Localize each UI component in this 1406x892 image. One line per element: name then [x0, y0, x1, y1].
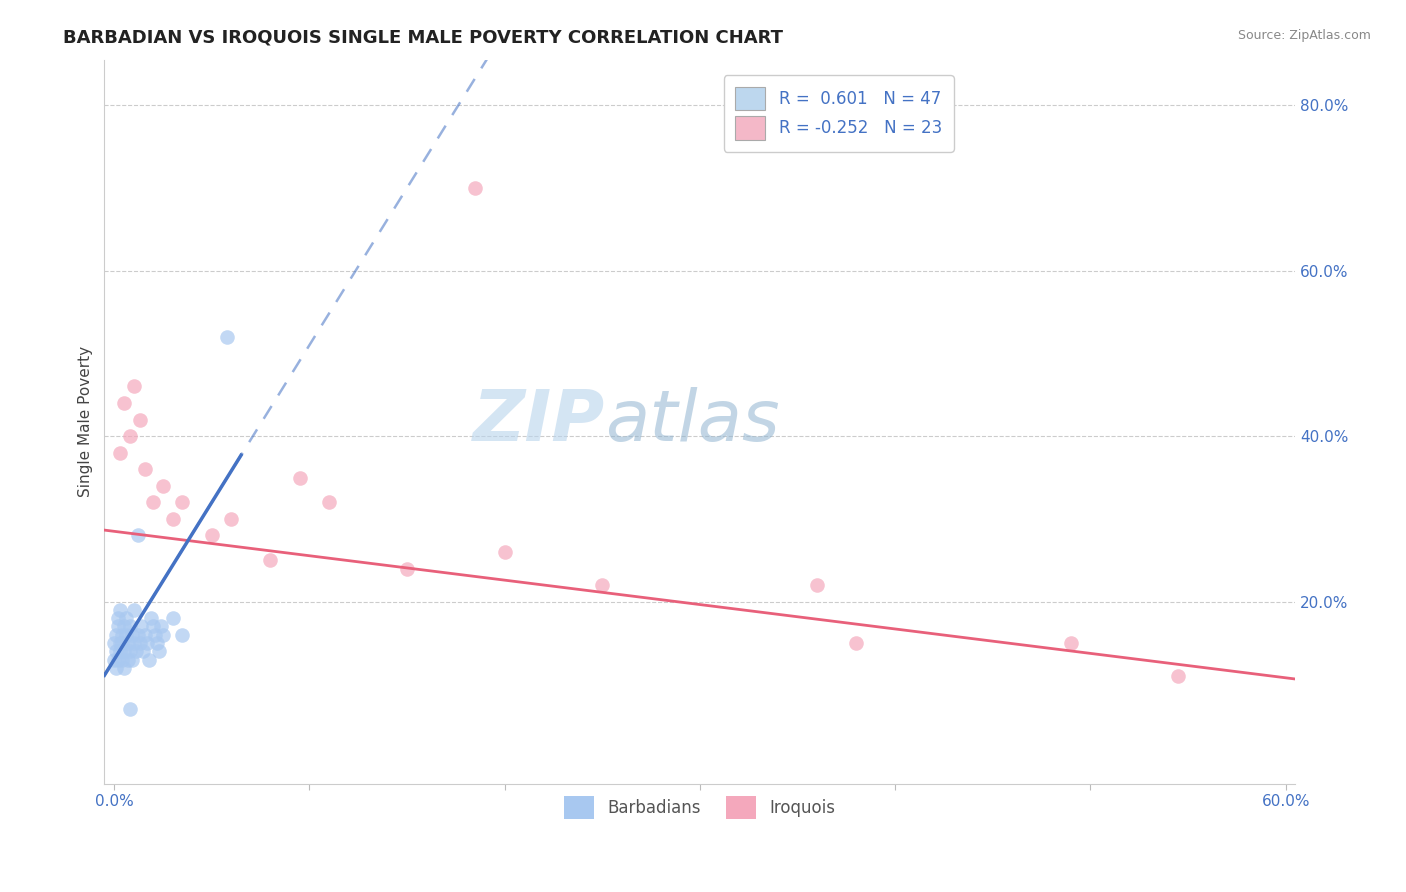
Point	[108, 446, 131, 460]
Point	[134, 628, 156, 642]
Point	[845, 636, 868, 650]
Point	[146, 636, 169, 650]
Point	[108, 644, 131, 658]
Point	[111, 652, 134, 666]
Point	[134, 462, 156, 476]
Point	[143, 628, 166, 642]
Text: atlas: atlas	[605, 387, 779, 456]
Point	[162, 611, 184, 625]
Point	[150, 619, 173, 633]
Point	[105, 628, 128, 642]
Point	[221, 512, 243, 526]
Point	[318, 495, 340, 509]
Point	[108, 603, 131, 617]
Point	[122, 379, 145, 393]
Point	[112, 619, 135, 633]
Y-axis label: Single Male Poverty: Single Male Poverty	[79, 346, 93, 497]
Point	[127, 528, 149, 542]
Point	[105, 661, 128, 675]
Point	[138, 652, 160, 666]
Point	[172, 495, 194, 509]
Point	[103, 652, 125, 666]
Point	[591, 578, 613, 592]
Point	[108, 636, 131, 650]
Point	[132, 644, 155, 658]
Point	[395, 561, 418, 575]
Point	[127, 628, 149, 642]
Point	[115, 628, 138, 642]
Point	[128, 636, 150, 650]
Point	[162, 512, 184, 526]
Point	[111, 628, 134, 642]
Point	[1167, 669, 1189, 683]
Legend: Barbadians, Iroquois: Barbadians, Iroquois	[558, 789, 842, 826]
Point	[117, 636, 139, 650]
Text: Source: ZipAtlas.com: Source: ZipAtlas.com	[1237, 29, 1371, 42]
Point	[464, 181, 486, 195]
Point	[136, 636, 159, 650]
Point	[806, 578, 828, 592]
Point	[112, 396, 135, 410]
Point	[217, 330, 239, 344]
Point	[107, 619, 129, 633]
Point	[112, 644, 135, 658]
Point	[124, 644, 146, 658]
Point	[107, 611, 129, 625]
Point	[122, 636, 145, 650]
Point	[118, 644, 141, 658]
Point	[112, 661, 135, 675]
Point	[141, 611, 163, 625]
Point	[118, 702, 141, 716]
Point	[172, 628, 194, 642]
Text: BARBADIAN VS IROQUOIS SINGLE MALE POVERTY CORRELATION CHART: BARBADIAN VS IROQUOIS SINGLE MALE POVERT…	[63, 29, 783, 46]
Point	[494, 545, 516, 559]
Point	[131, 619, 153, 633]
Point	[121, 628, 143, 642]
Text: ZIP: ZIP	[472, 387, 605, 456]
Point	[142, 619, 165, 633]
Point	[115, 611, 138, 625]
Point	[118, 429, 141, 443]
Point	[148, 644, 170, 658]
Point	[259, 553, 281, 567]
Point	[105, 644, 128, 658]
Point	[152, 479, 174, 493]
Point	[118, 619, 141, 633]
Point	[107, 652, 129, 666]
Point	[128, 412, 150, 426]
Point	[201, 528, 224, 542]
Point	[1060, 636, 1083, 650]
Point	[152, 628, 174, 642]
Point	[142, 495, 165, 509]
Point	[121, 652, 143, 666]
Point	[122, 603, 145, 617]
Point	[288, 470, 311, 484]
Point	[103, 636, 125, 650]
Point	[111, 636, 134, 650]
Point	[117, 652, 139, 666]
